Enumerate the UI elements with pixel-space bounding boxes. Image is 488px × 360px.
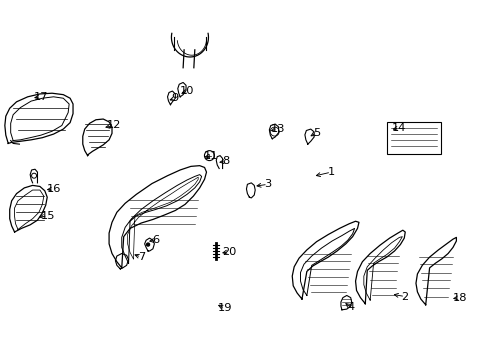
Text: 20: 20: [221, 247, 236, 257]
Text: 17: 17: [34, 92, 48, 102]
Text: 1: 1: [327, 167, 334, 177]
Text: 4: 4: [346, 302, 353, 312]
Text: 14: 14: [391, 123, 406, 133]
Text: 5: 5: [312, 128, 320, 138]
Text: 18: 18: [451, 293, 466, 303]
Text: 12: 12: [106, 121, 121, 130]
Text: 16: 16: [46, 184, 61, 194]
Text: 11: 11: [203, 150, 218, 161]
Text: 13: 13: [270, 124, 285, 134]
Text: 2: 2: [401, 292, 408, 302]
Circle shape: [146, 243, 149, 246]
Text: 6: 6: [152, 235, 159, 245]
Text: 9: 9: [171, 93, 179, 103]
Text: 15: 15: [41, 211, 55, 221]
Text: 3: 3: [264, 179, 271, 189]
Text: 19: 19: [217, 303, 232, 314]
Text: 8: 8: [222, 156, 229, 166]
Text: 7: 7: [137, 252, 144, 262]
Text: 10: 10: [180, 86, 194, 96]
